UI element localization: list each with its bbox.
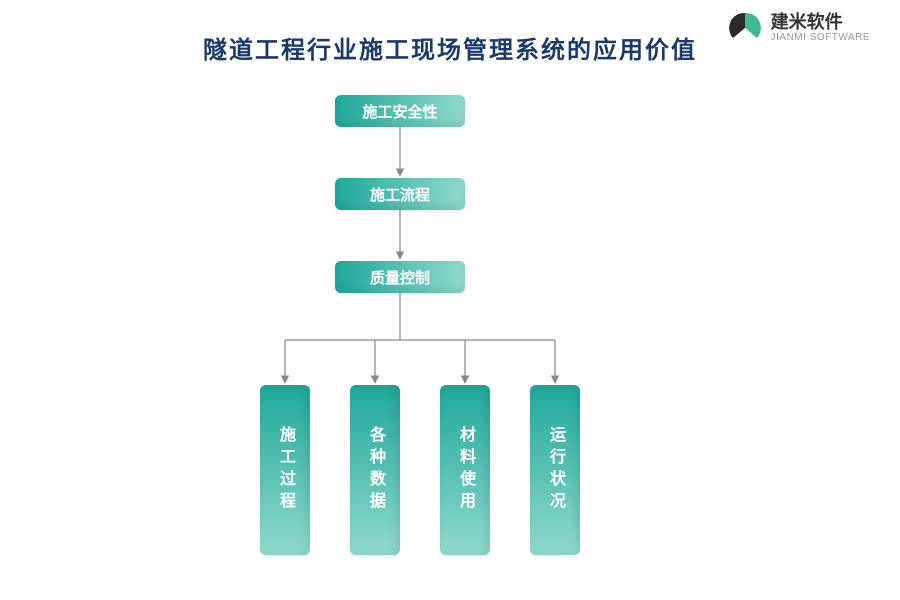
flowchart-node-n2: 施工流程: [335, 178, 465, 210]
logo-text-en: JIANMI SOFTWARE: [771, 33, 870, 43]
brand-logo: 建米软件 JIANMI SOFTWARE: [727, 10, 870, 46]
logo-icon: [727, 10, 763, 46]
logo-text-block: 建米软件 JIANMI SOFTWARE: [771, 13, 870, 43]
flowchart-node-n1: 施工安全性: [335, 95, 465, 127]
logo-text-cn: 建米软件: [771, 13, 870, 31]
logo-right-shape: [745, 13, 761, 38]
flowchart-node-l1: 施工过程: [260, 385, 310, 555]
flowchart-node-l3: 材料使用: [440, 385, 490, 555]
flowchart-node-n3: 质量控制: [335, 261, 465, 293]
flowchart-node-l2: 各种数据: [350, 385, 400, 555]
logo-left-shape: [729, 13, 745, 38]
flowchart-node-l4: 运行状况: [530, 385, 580, 555]
